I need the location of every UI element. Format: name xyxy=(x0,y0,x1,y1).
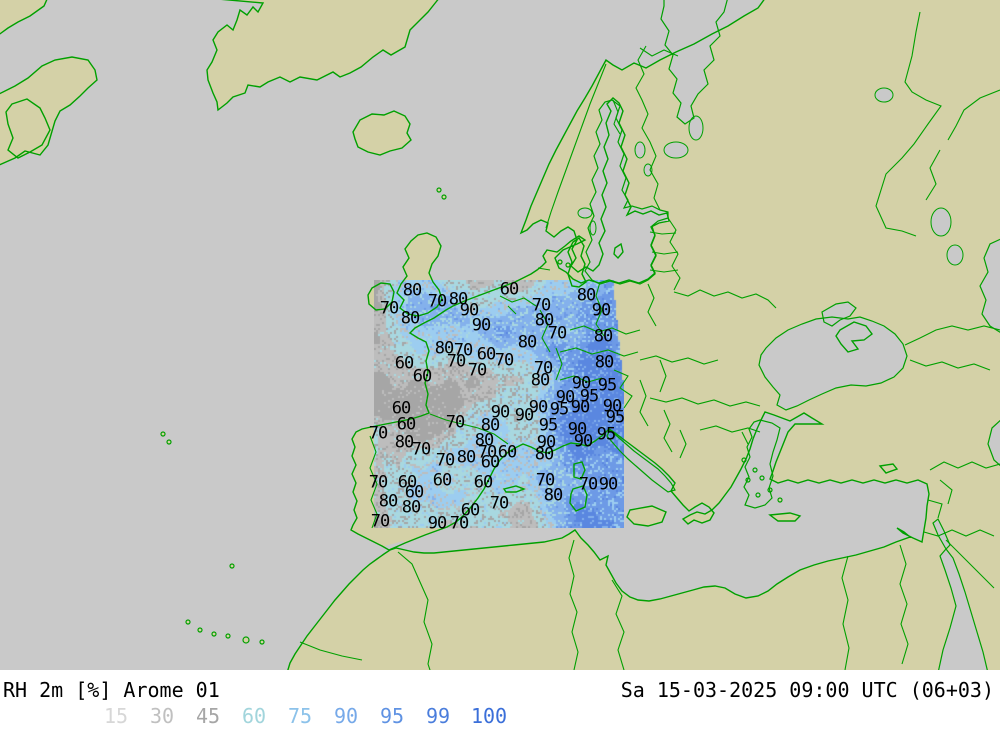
legend-value: 45 xyxy=(195,704,221,728)
legend-value: 90 xyxy=(333,704,359,728)
legend-value: 95 xyxy=(379,704,405,728)
coastline-border-layer xyxy=(0,0,1000,670)
legend-value: 100 xyxy=(470,704,508,728)
legend-value: 15 xyxy=(103,704,129,728)
europe-basemap: 80 60 80 70 80 70 70 90 90 80 80 90 70 80 80 80 70 60 70 60… xyxy=(0,0,1000,670)
footer-bar: RH 2m [%] Arome 01 Sa 15-03-2025 09:00 U… xyxy=(0,670,1000,733)
legend-value: 30 xyxy=(149,704,175,728)
rh-legend: 15 30 45 60 75 90 95 99 100 xyxy=(93,704,517,728)
valid-time: Sa 15-03-2025 09:00 UTC (06+03) xyxy=(620,678,994,702)
legend-value: 99 xyxy=(425,704,451,728)
product-title: RH 2m [%] Arome 01 xyxy=(3,678,220,702)
legend-value: 75 xyxy=(287,704,313,728)
legend-value: 60 xyxy=(241,704,267,728)
